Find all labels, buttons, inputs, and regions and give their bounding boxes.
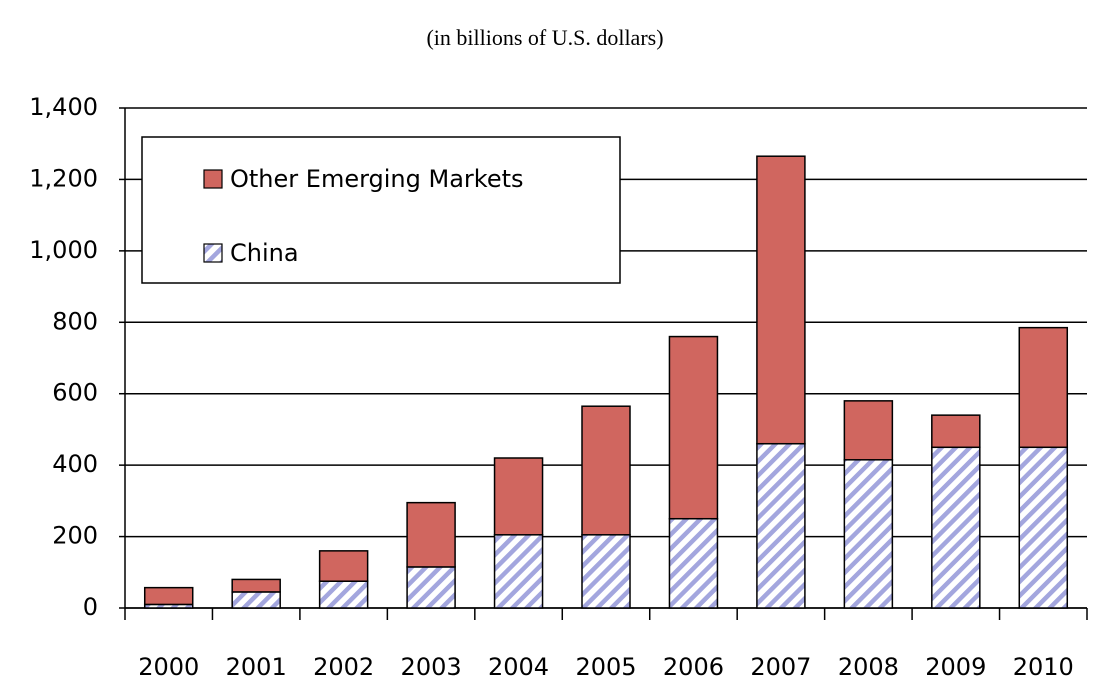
x-tick-label: 2006: [663, 653, 724, 681]
y-tick-label: 1,400: [29, 93, 98, 121]
bar-segment: [931, 446, 981, 609]
bar-segment: [581, 534, 631, 609]
y-tick-label: 0: [83, 593, 98, 621]
x-tick-label: 2005: [575, 653, 636, 681]
bar-segment: [668, 517, 719, 609]
x-tick-label: 2001: [226, 653, 287, 681]
bar-segment: [756, 155, 806, 445]
y-tick-label: 200: [52, 522, 98, 550]
chart-subtitle: (in billions of U.S. dollars): [426, 25, 663, 50]
y-tick-label: 1,200: [29, 164, 98, 192]
bar-segment: [843, 400, 894, 461]
x-tick-label: 2007: [750, 653, 811, 681]
bar-segment: [1018, 446, 1069, 609]
bar-segment: [406, 566, 456, 609]
bar-segment: [493, 534, 544, 609]
bar-segment: [756, 442, 806, 609]
legend-label: China: [230, 239, 299, 267]
bar-segment: [143, 586, 194, 606]
x-tick-label: 2004: [488, 653, 549, 681]
bar-segment: [668, 335, 719, 520]
x-tick-label: 2002: [313, 653, 374, 681]
legend-swatch: [203, 243, 223, 263]
y-tick-label: 1,000: [29, 236, 98, 264]
bar-segment: [406, 501, 456, 568]
bar-segment: [493, 457, 544, 536]
bar-segment: [843, 459, 894, 609]
bar-segment: [231, 591, 281, 609]
x-tick-label: 2003: [401, 653, 462, 681]
y-tick-label: 600: [52, 379, 98, 407]
x-tick-label: 2010: [1013, 653, 1074, 681]
bar-segment: [318, 580, 369, 609]
bar-segment: [1018, 326, 1069, 449]
y-tick-label: 400: [52, 450, 98, 478]
x-tick-label: 2008: [838, 653, 899, 681]
bar-segment: [581, 405, 631, 536]
bar-segment: [318, 550, 369, 582]
x-tick-label: 2000: [138, 653, 199, 681]
x-tick-label: 2009: [925, 653, 986, 681]
bar-segment: [231, 578, 281, 593]
legend-label: Other Emerging Markets: [230, 165, 524, 193]
bar-segment: [931, 414, 981, 449]
legend-swatch: [203, 169, 223, 189]
y-tick-label: 800: [52, 307, 98, 335]
